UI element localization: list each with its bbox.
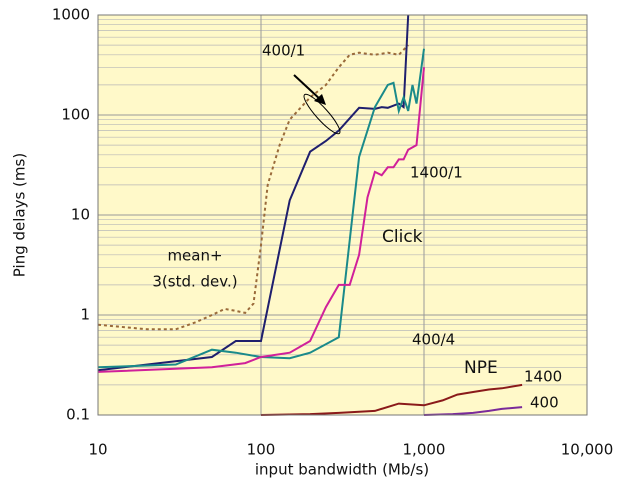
series-line <box>97 67 425 373</box>
series-line <box>97 44 409 331</box>
series-label: 3(std. dev.) <box>152 273 237 291</box>
series-line <box>97 14 410 372</box>
y-tick-label: 1000 <box>52 6 90 24</box>
x-tick-label: 1,000 <box>403 441 446 459</box>
x-tick-label: 10 <box>88 441 107 459</box>
y-tick-label: 1 <box>80 306 90 324</box>
y-axis-title: Ping delays (ms) <box>11 153 29 277</box>
x-tick-label: 10,000 <box>561 441 614 459</box>
series-label: 400/1 <box>262 42 305 60</box>
x-tick-label: 100 <box>247 441 276 459</box>
series-label: mean+ <box>167 247 222 265</box>
series-label: 1400/1 <box>410 164 463 182</box>
x-axis-title: input bandwidth (Mb/s) <box>255 461 429 479</box>
series-label: 400 <box>530 394 559 412</box>
arrow-head <box>314 94 326 105</box>
plot-frame <box>97 14 588 416</box>
y-tick-label: 10 <box>71 206 90 224</box>
series-label: 400/4 <box>412 331 455 349</box>
ellipse <box>303 93 341 135</box>
y-tick-label: 100 <box>61 106 90 124</box>
series-line <box>423 406 523 416</box>
annotation: Click <box>382 227 423 247</box>
series-line <box>97 48 425 369</box>
series-label: 1400 <box>524 368 562 386</box>
annotation: NPE <box>464 358 498 378</box>
series-line <box>260 383 523 416</box>
arrow <box>293 74 323 102</box>
y-tick-label: 0.1 <box>66 406 90 424</box>
